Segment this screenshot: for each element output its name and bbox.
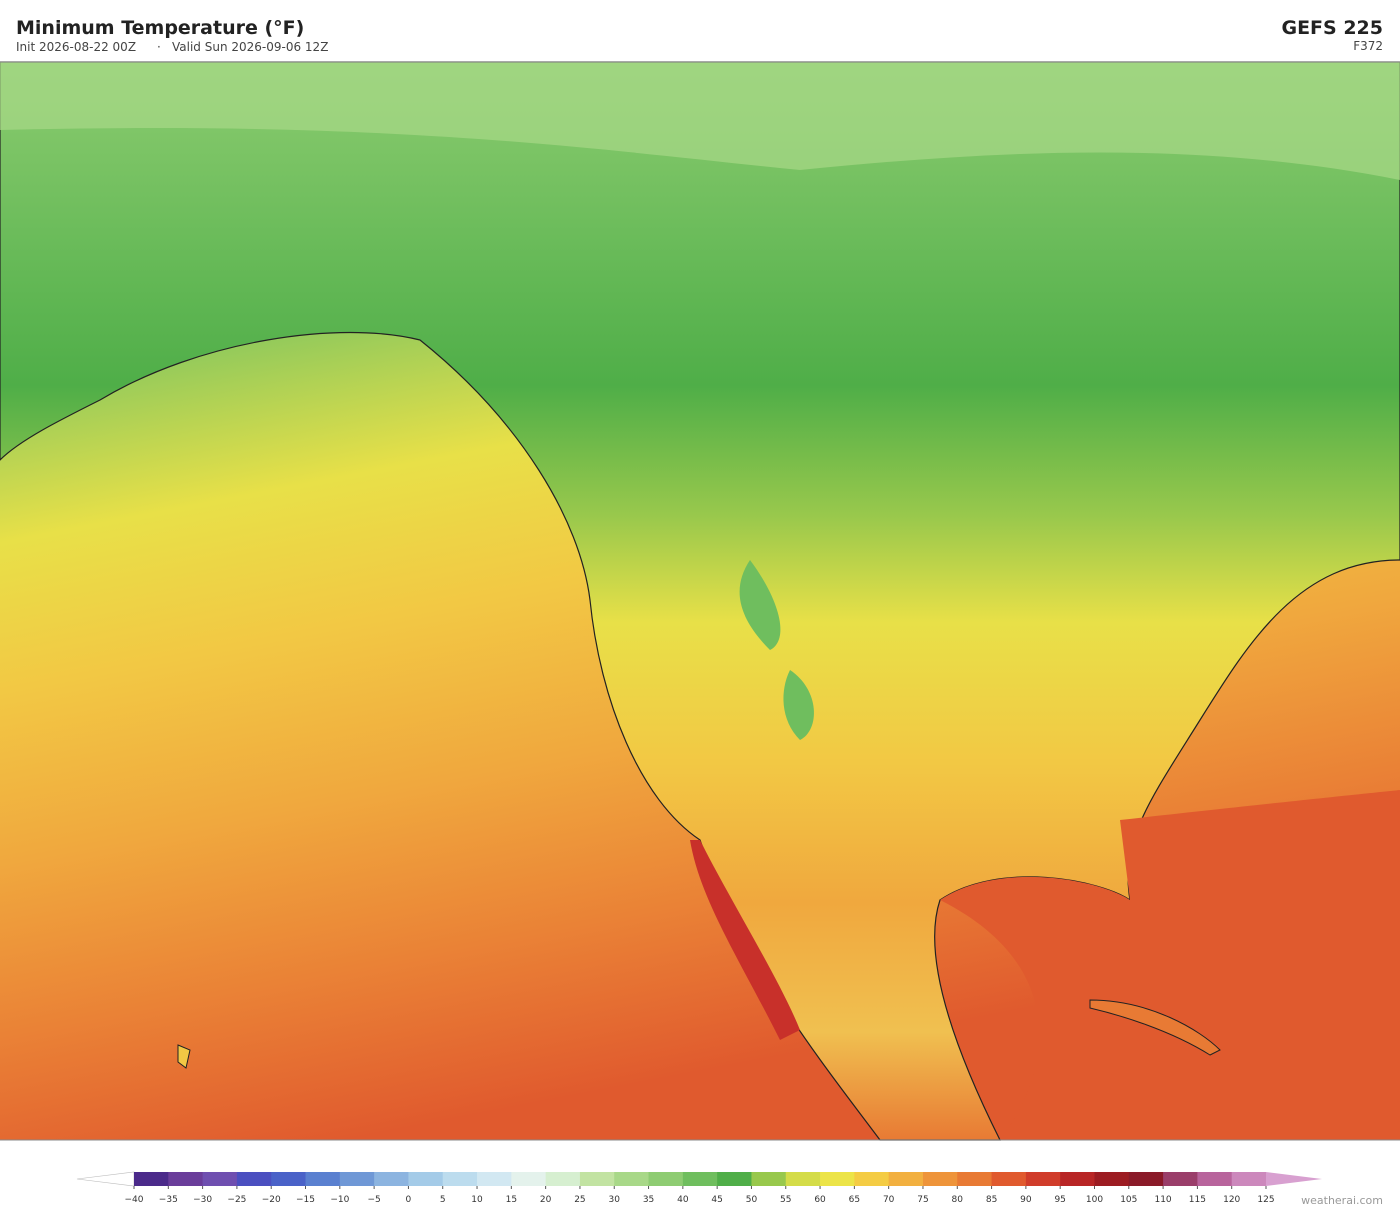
over-arrow bbox=[1266, 1172, 1322, 1186]
tick-label: 30 bbox=[609, 1195, 621, 1205]
colorbar-bin bbox=[957, 1172, 993, 1186]
tick-label: 20 bbox=[540, 1195, 552, 1205]
colorbar-bin bbox=[991, 1172, 1027, 1186]
tick-label: −40 bbox=[125, 1195, 144, 1205]
colorbar-bin bbox=[236, 1172, 272, 1186]
under-arrow bbox=[76, 1171, 135, 1187]
colorbar-bin bbox=[168, 1172, 204, 1186]
colorbar-bin bbox=[1163, 1172, 1198, 1186]
tick-label: −5 bbox=[367, 1195, 380, 1205]
forecast-hour: F372 bbox=[1353, 39, 1383, 53]
colorbar-bin bbox=[820, 1172, 855, 1186]
colorbar-bin bbox=[545, 1172, 581, 1186]
tick-label: 65 bbox=[849, 1195, 860, 1205]
tick-label: 85 bbox=[986, 1195, 997, 1205]
tick-label: −25 bbox=[227, 1195, 246, 1205]
tick-label: 105 bbox=[1120, 1195, 1137, 1205]
tick-label: 35 bbox=[643, 1195, 654, 1205]
colorbar-bin bbox=[1128, 1172, 1164, 1186]
map bbox=[0, 61, 1400, 1141]
colorbar-bin bbox=[442, 1172, 478, 1186]
valid-time: Valid Sun 2026-09-06 12Z bbox=[172, 40, 328, 54]
tick-label: −10 bbox=[330, 1195, 349, 1205]
model: GEFS 225 bbox=[1281, 17, 1383, 39]
colorbar-bin bbox=[579, 1172, 615, 1186]
tick-label: 110 bbox=[1154, 1195, 1171, 1205]
tick-label: 120 bbox=[1223, 1195, 1240, 1205]
colorbar-bin bbox=[202, 1172, 238, 1186]
colorbar-bin bbox=[477, 1172, 512, 1186]
colorbar-bin bbox=[854, 1172, 890, 1186]
tick-label: −20 bbox=[262, 1195, 281, 1205]
tick-label: 75 bbox=[917, 1195, 928, 1205]
credit: weatherai.com bbox=[1301, 1194, 1383, 1207]
tick-label: 95 bbox=[1054, 1195, 1065, 1205]
tick-label: 125 bbox=[1257, 1195, 1274, 1205]
tick-label: 40 bbox=[677, 1195, 689, 1205]
tick-label: 70 bbox=[883, 1195, 895, 1205]
colorbar-bin bbox=[1197, 1172, 1233, 1186]
colorbar-bin bbox=[1094, 1172, 1130, 1186]
tick-label: 60 bbox=[814, 1195, 826, 1205]
tick-label: 115 bbox=[1189, 1195, 1206, 1205]
tick-label: 0 bbox=[406, 1195, 412, 1205]
colorbar-bin bbox=[614, 1172, 650, 1186]
colorbar-bin bbox=[408, 1172, 444, 1186]
colorbar-bin bbox=[1231, 1172, 1267, 1186]
tick-label: 55 bbox=[780, 1195, 791, 1205]
tick-label: 5 bbox=[440, 1195, 446, 1205]
tick-label: 80 bbox=[952, 1195, 964, 1205]
colorbar-bin bbox=[339, 1172, 375, 1186]
colorbar-bin bbox=[751, 1172, 787, 1186]
tick-label: 45 bbox=[711, 1195, 722, 1205]
colorbar-bin bbox=[648, 1172, 684, 1186]
colorbar-bin bbox=[134, 1172, 169, 1186]
colorbar-bin bbox=[511, 1172, 547, 1186]
tick-label: −35 bbox=[159, 1195, 178, 1205]
colorbar-bin bbox=[305, 1172, 341, 1186]
colorbar-bin bbox=[785, 1172, 821, 1186]
colorbar-bin bbox=[922, 1172, 958, 1186]
colorbar-bin bbox=[1060, 1172, 1095, 1186]
tick-label: 15 bbox=[506, 1195, 517, 1205]
tick-label: 50 bbox=[746, 1195, 758, 1205]
colorbar-bin bbox=[717, 1172, 752, 1186]
colorbar-bin bbox=[888, 1172, 924, 1186]
colorbar-bin bbox=[374, 1172, 409, 1186]
tick-label: 90 bbox=[1020, 1195, 1032, 1205]
separator: · bbox=[157, 40, 161, 54]
colorbar-bin bbox=[271, 1172, 307, 1186]
tick-label: 100 bbox=[1086, 1195, 1103, 1205]
colorbar: −40 −35 −30 −25 −20 −15 −10 −5 0 5 10 15 20 25 30 35 40 4… bbox=[76, 1171, 1322, 1205]
colorbar-bin bbox=[1025, 1172, 1061, 1186]
tick-label: −15 bbox=[296, 1195, 315, 1205]
colorbar-bin bbox=[682, 1172, 718, 1186]
tick-label: −30 bbox=[193, 1195, 212, 1205]
init-time: Init 2026-08-22 00Z bbox=[16, 40, 136, 54]
tick-label: 10 bbox=[471, 1195, 483, 1205]
tick-label: 25 bbox=[574, 1195, 585, 1205]
title: Minimum Temperature (°F) bbox=[16, 17, 304, 39]
